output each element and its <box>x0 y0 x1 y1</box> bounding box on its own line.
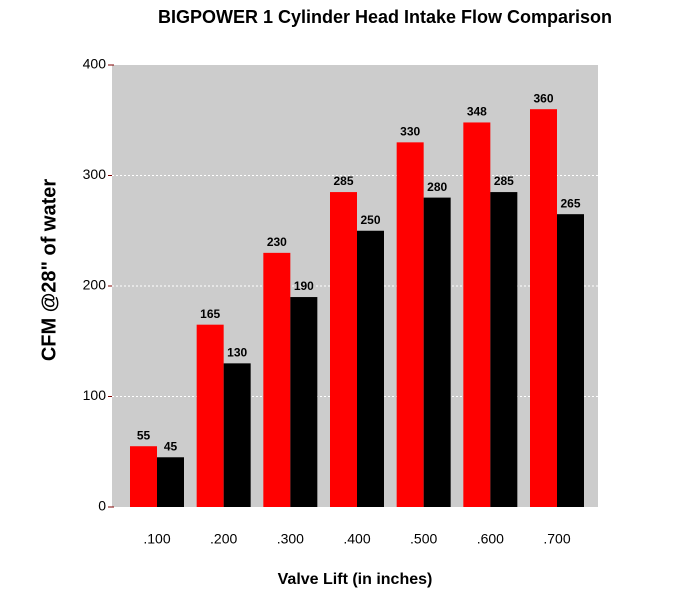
bar <box>357 230 384 507</box>
y-axis-label: CFM @28" of water <box>38 179 60 362</box>
bar <box>290 297 318 507</box>
y-tick-label: 400 <box>83 56 107 72</box>
y-tick-label: 100 <box>83 387 107 403</box>
x-tick-label: .100 <box>143 531 170 547</box>
bar <box>157 457 184 507</box>
y-tick-label: 0 <box>98 498 106 514</box>
x-tick-label: .600 <box>477 531 504 547</box>
x-tick-label: .700 <box>543 531 570 547</box>
value-label: 348 <box>467 105 487 119</box>
value-label: 330 <box>400 125 420 139</box>
chart-title: BIGPOWER 1 Cylinder Head Intake Flow Com… <box>158 7 612 27</box>
value-label: 285 <box>333 174 353 188</box>
value-label: 130 <box>227 346 247 360</box>
y-tick-label: 200 <box>83 277 107 293</box>
value-label: 250 <box>360 213 380 227</box>
x-axis-label: Valve Lift (in inches) <box>278 571 433 588</box>
value-label: 55 <box>137 428 151 442</box>
bar <box>330 192 357 507</box>
bar <box>196 324 224 507</box>
x-tick-label: .500 <box>410 531 437 547</box>
value-label: 230 <box>267 235 287 249</box>
x-tick-label: .200 <box>210 531 237 547</box>
bar <box>463 122 491 508</box>
value-label: 280 <box>427 180 447 194</box>
value-label: 285 <box>494 174 514 188</box>
bar <box>423 197 451 507</box>
bar <box>130 446 157 507</box>
bar <box>263 252 291 507</box>
x-tick-label: .400 <box>343 531 370 547</box>
bar <box>396 142 424 507</box>
value-label: 265 <box>560 196 580 210</box>
value-label: 190 <box>294 279 314 293</box>
bar <box>557 214 584 508</box>
y-tick-label: 300 <box>83 166 107 182</box>
value-label: 360 <box>533 91 553 105</box>
value-label: 45 <box>164 439 178 453</box>
value-label: 165 <box>200 307 220 321</box>
bar <box>223 363 251 507</box>
x-tick-label: .300 <box>277 531 304 547</box>
bar <box>530 109 557 507</box>
bar <box>490 192 518 507</box>
